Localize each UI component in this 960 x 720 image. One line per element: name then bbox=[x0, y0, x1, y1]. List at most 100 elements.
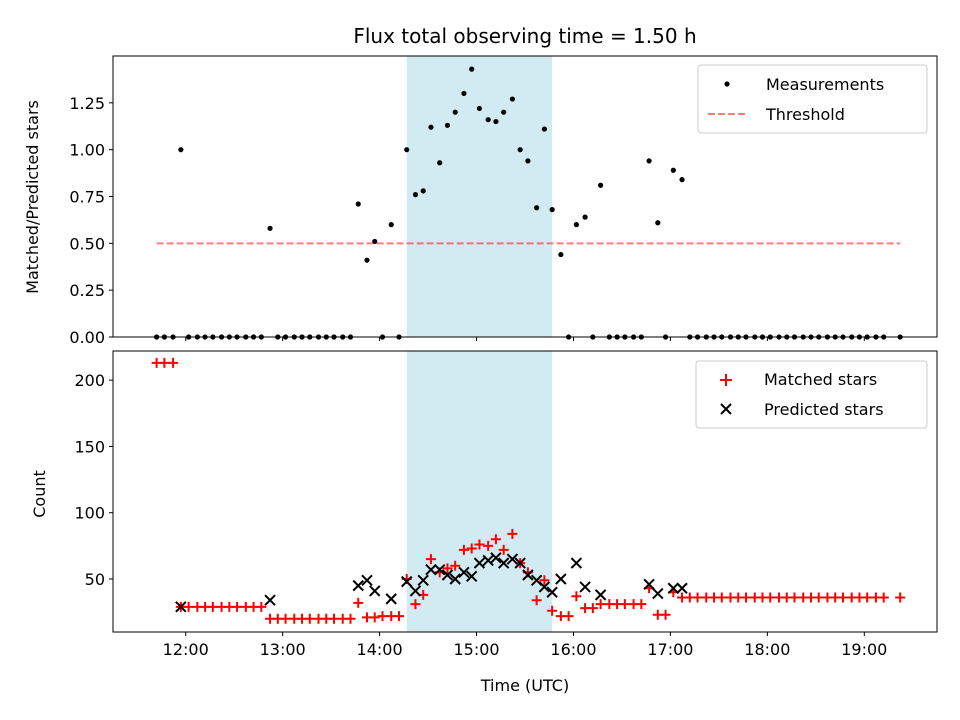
measurement-point bbox=[598, 182, 604, 188]
legend-measurements-label: Measurements bbox=[766, 75, 884, 94]
top-y-axis-label: Matched/Predicted stars bbox=[23, 100, 42, 294]
predicted-point bbox=[497, 557, 510, 569]
top-chart-title: Flux total observing time = 1.50 h bbox=[353, 24, 696, 48]
top-ytick-label: 0.50 bbox=[69, 234, 105, 253]
matched-point bbox=[458, 544, 469, 555]
bottom-ytick-label: 200 bbox=[74, 371, 105, 390]
measurement-point bbox=[420, 188, 426, 194]
predicted-point bbox=[433, 563, 446, 576]
bottom-plot: 50 100 150 200 12:00 13:00 14:00 15:00 16:00 17:… bbox=[30, 350, 938, 695]
matched-point bbox=[442, 563, 453, 574]
measurement-point bbox=[476, 105, 483, 112]
matched-point bbox=[425, 554, 436, 565]
measurement-point bbox=[178, 147, 184, 153]
measurement-point bbox=[582, 214, 588, 220]
top-plot: 0.00 0.25 0.50 0.75 1.00 1.25 Matched/Predict… bbox=[23, 55, 938, 347]
measurement-point bbox=[509, 96, 515, 102]
predicted-point bbox=[555, 573, 567, 585]
bottom-y-axis-label: Count bbox=[30, 470, 49, 518]
matched-point bbox=[813, 592, 824, 603]
matched-point bbox=[862, 592, 873, 603]
measurement-point bbox=[517, 147, 523, 153]
predicted-point bbox=[409, 585, 422, 597]
predicted-point bbox=[441, 569, 454, 581]
matched-point bbox=[895, 592, 906, 603]
bottom-xtick-label: 13:00 bbox=[260, 640, 306, 659]
measurement-point bbox=[558, 251, 564, 258]
predicted-point bbox=[594, 589, 607, 601]
bottom-ytick-label: 150 bbox=[74, 437, 105, 456]
measurement-point bbox=[670, 167, 676, 173]
bottom-legend: Matched stars Predicted stars bbox=[695, 360, 928, 429]
predicted-point bbox=[546, 586, 558, 598]
legend-matched-label: Matched stars bbox=[764, 370, 877, 389]
bottom-xtick-label: 17:00 bbox=[647, 640, 693, 659]
legend-matched-marker bbox=[720, 374, 732, 386]
measurement-point bbox=[534, 205, 540, 211]
matched-point bbox=[692, 592, 703, 603]
matched-point bbox=[595, 599, 606, 610]
bottom-xtick-label: 14:00 bbox=[357, 640, 403, 659]
predicted-point bbox=[449, 573, 461, 585]
matched-point bbox=[369, 612, 380, 623]
matched-point bbox=[619, 599, 630, 610]
matched-point bbox=[490, 534, 501, 545]
measurement-point bbox=[452, 109, 458, 115]
matched-point bbox=[789, 592, 800, 603]
measurement-point bbox=[493, 118, 499, 125]
matched-point bbox=[483, 540, 494, 551]
predicted-point bbox=[385, 593, 397, 605]
bottom-x-axis-label: Time (UTC) bbox=[480, 676, 569, 695]
bottom-ytick-label: 50 bbox=[85, 570, 105, 589]
measurement-point bbox=[501, 109, 507, 115]
matched-point bbox=[450, 560, 461, 571]
measurement-point bbox=[525, 158, 531, 164]
top-ytick-label: 0.00 bbox=[69, 328, 105, 347]
legend-threshold-label: Threshold bbox=[765, 105, 845, 124]
bottom-xtick-label: 16:00 bbox=[550, 640, 596, 659]
predicted-point bbox=[352, 579, 364, 592]
predicted-point bbox=[417, 574, 429, 587]
matched-point bbox=[353, 597, 364, 608]
measurement-point bbox=[646, 158, 652, 164]
bottom-legend-box bbox=[695, 360, 928, 429]
predicted-point bbox=[538, 581, 551, 593]
matched-point bbox=[498, 544, 509, 555]
predicted-point bbox=[369, 585, 381, 597]
predicted-point bbox=[490, 552, 502, 564]
predicted-point bbox=[175, 601, 187, 613]
matched-point bbox=[539, 575, 550, 586]
matched-point bbox=[280, 613, 291, 624]
predicted-point bbox=[676, 582, 688, 594]
predicted-point bbox=[482, 554, 494, 567]
predicted-point bbox=[458, 566, 470, 579]
top-highlight-span bbox=[406, 56, 553, 337]
matched-point bbox=[837, 592, 848, 603]
predicted-point bbox=[473, 557, 486, 569]
predicted-point bbox=[425, 563, 437, 576]
predicted-point bbox=[579, 581, 591, 593]
measurement-point bbox=[412, 192, 419, 198]
measurement-point bbox=[469, 66, 475, 72]
matched-point bbox=[765, 592, 776, 603]
measurement-point bbox=[364, 257, 370, 263]
measurement-point bbox=[541, 126, 547, 132]
matched-point bbox=[183, 601, 194, 612]
predicted-point bbox=[465, 570, 478, 583]
matched-point bbox=[466, 543, 477, 554]
matched-point bbox=[377, 611, 388, 622]
matched-point bbox=[571, 591, 582, 602]
matched-point bbox=[393, 611, 404, 622]
matched-point bbox=[563, 611, 574, 622]
bottom-xtick-label: 12:00 bbox=[163, 640, 209, 659]
top-ytick-label: 1.00 bbox=[69, 141, 105, 160]
top-ytick-label: 1.25 bbox=[69, 94, 105, 113]
bottom-xtick-label: 15:00 bbox=[453, 640, 499, 659]
matched-point bbox=[587, 603, 598, 614]
predicted-point bbox=[667, 582, 680, 594]
matched-point bbox=[329, 613, 340, 624]
matched-point bbox=[531, 595, 542, 606]
legend-predicted-label: Predicted stars bbox=[764, 400, 884, 419]
matched-point bbox=[741, 592, 752, 603]
